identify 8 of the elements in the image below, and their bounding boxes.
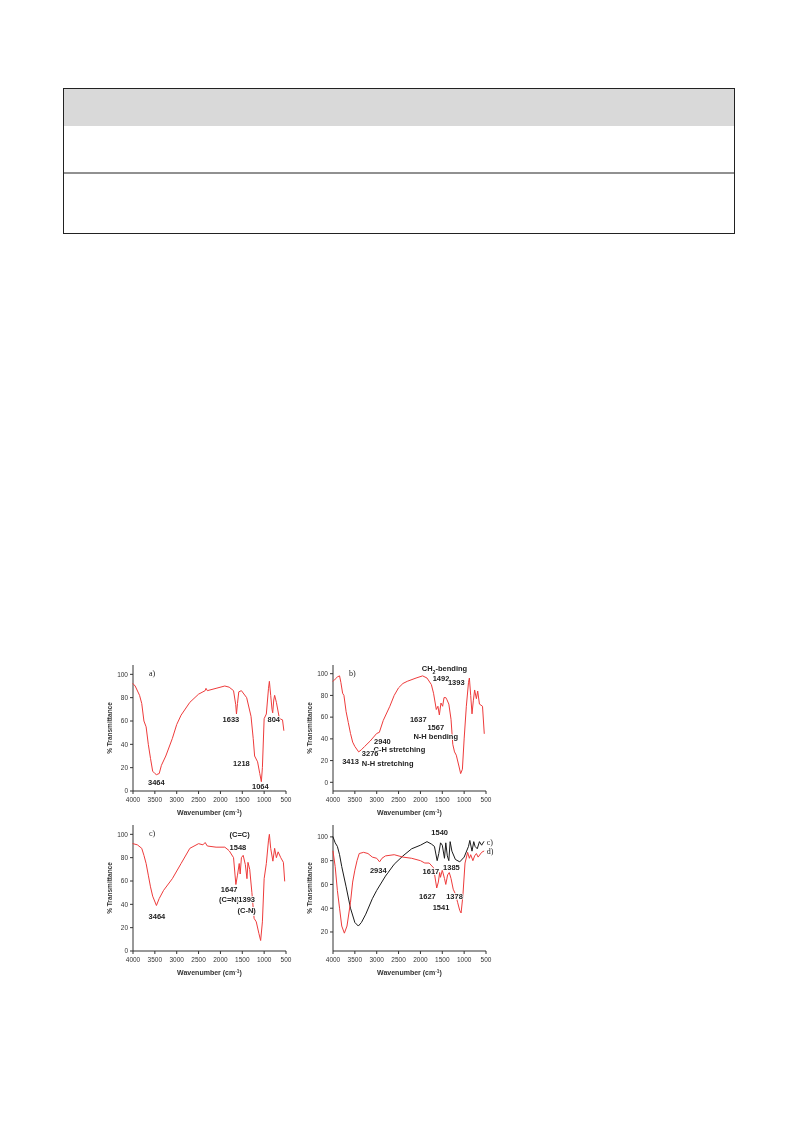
series-label: c) xyxy=(486,837,494,847)
line-series xyxy=(332,850,485,934)
text: b) xyxy=(349,669,356,678)
line-series xyxy=(132,680,285,783)
text: c) xyxy=(149,829,156,838)
series-label: d) xyxy=(486,847,494,857)
line-series xyxy=(332,836,485,927)
text: a) xyxy=(149,669,156,678)
